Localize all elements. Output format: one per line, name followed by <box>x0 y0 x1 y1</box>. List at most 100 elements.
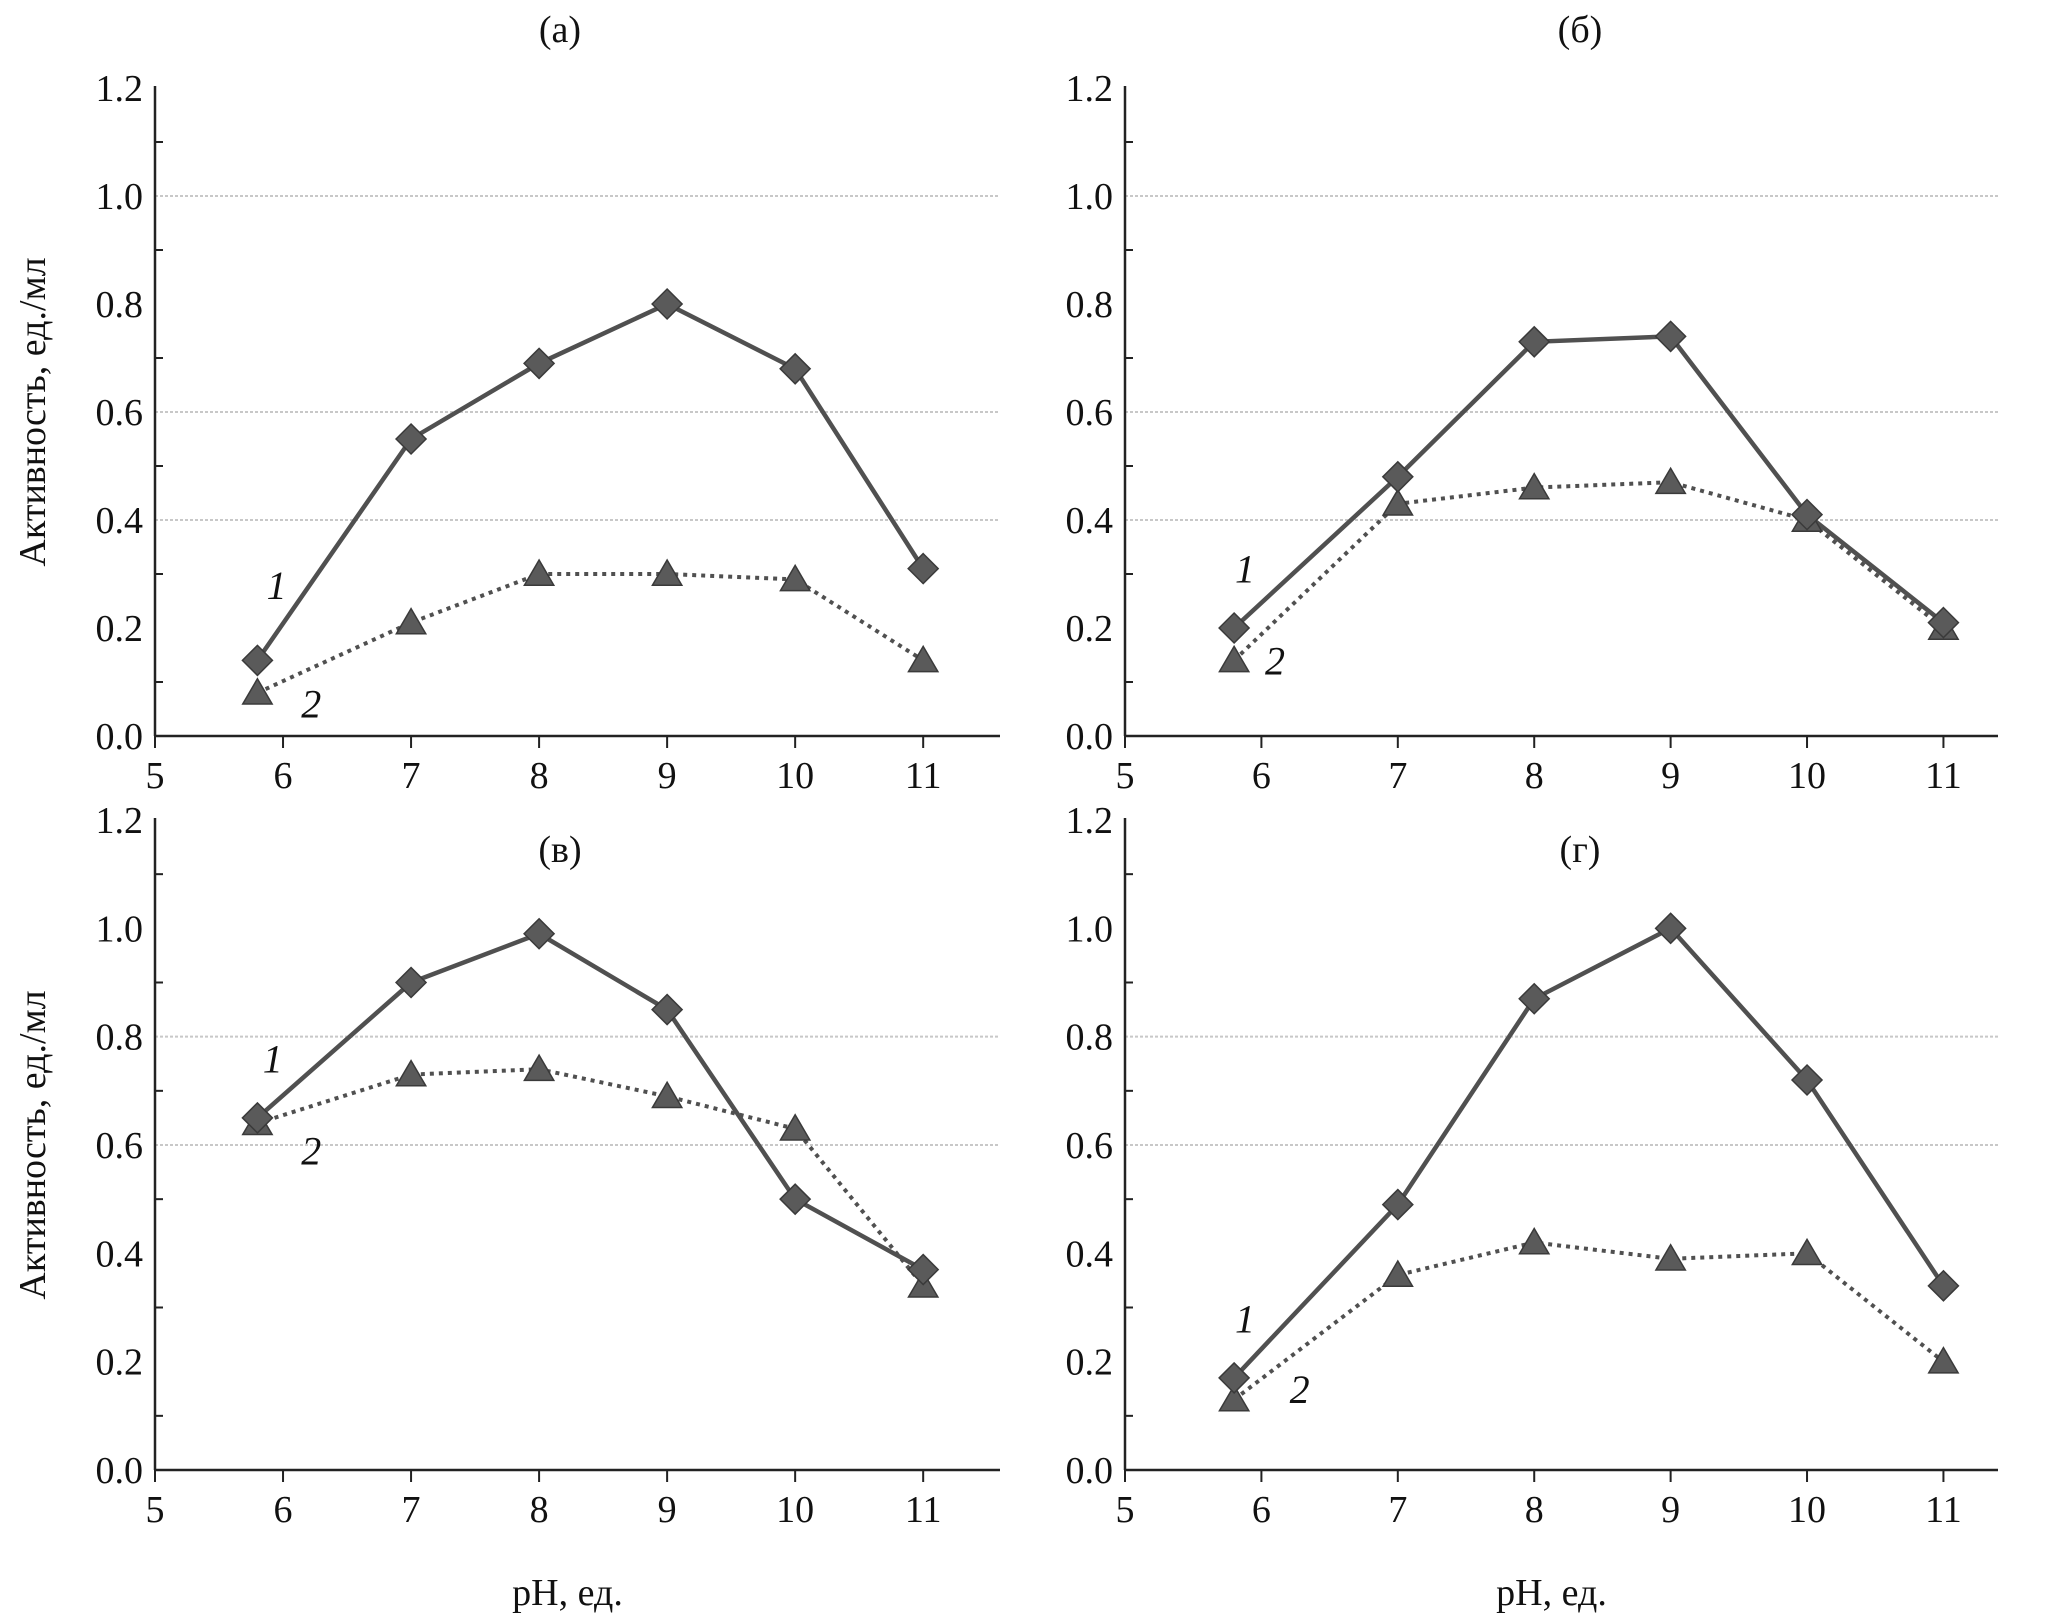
y-tick-label: 1.0 <box>1066 176 1114 218</box>
series-1-point <box>907 1253 940 1286</box>
x-tick-label: 5 <box>1116 1489 1135 1531</box>
series-1-line <box>255 301 926 662</box>
y-tick-label: 0.4 <box>96 1233 144 1275</box>
series-1-point <box>1518 325 1551 358</box>
panel-g: 0.0 0.2 0.4 0.6 0.8 1.0 1.2 5 6 7 8 9 10 11 (г) pH, ед.… <box>1066 800 1998 1614</box>
y-tick-label: 0.0 <box>96 716 144 758</box>
series-2-point <box>1791 1237 1824 1266</box>
y-tick-label: 0.4 <box>1066 1233 1114 1275</box>
series-2-point <box>1218 644 1251 673</box>
series-1-point <box>1381 460 1414 493</box>
series-1-point <box>241 644 274 677</box>
y-axis-title: Активность, ед./мл <box>12 990 54 1299</box>
curve-label-1: 1 <box>1235 1296 1255 1341</box>
series-2-point <box>1518 472 1551 500</box>
y-tick-label: 0.0 <box>1066 1450 1114 1492</box>
series-1-point <box>1927 606 1960 639</box>
x-tick-label: 7 <box>1388 1489 1407 1531</box>
series-1-point <box>1381 1188 1414 1221</box>
x-axis-title: pH, ед. <box>512 1572 623 1614</box>
x-tick-label: 11 <box>905 1489 942 1531</box>
y-tick-label: 0.8 <box>1066 284 1114 326</box>
curve-label-1: 1 <box>267 563 287 608</box>
x-tick-label: 5 <box>146 1489 165 1531</box>
y-tick-label: 0.2 <box>1066 608 1114 650</box>
series-2-point <box>241 677 274 705</box>
series-1-point <box>394 422 428 456</box>
series-1-point <box>1927 1269 1960 1302</box>
panel-title: (г) <box>1560 829 1601 871</box>
series-1-point <box>651 993 684 1026</box>
panel-title: (в) <box>538 829 581 871</box>
y-tick-label: 0.6 <box>1066 1125 1114 1167</box>
y-tick-label: 0.2 <box>96 608 144 650</box>
x-tick-label: 7 <box>402 755 421 797</box>
x-tick-label: 10 <box>1788 1489 1826 1531</box>
y-tick-label: 0.8 <box>96 1017 144 1059</box>
series-1-point <box>651 287 684 321</box>
y-tick-label: 0.8 <box>96 284 144 326</box>
series-2-point <box>1381 1259 1414 1287</box>
panel-b: 0.0 0.2 0.4 0.6 0.8 1.0 1.2 5 6 7 8 9 10 11 (б) 1 2 <box>1066 9 1998 797</box>
y-tick-label: 1.0 <box>96 908 144 950</box>
series-2-point <box>395 607 428 635</box>
curve-label-1: 1 <box>1235 547 1255 592</box>
series-2-point <box>395 1059 428 1087</box>
series-1-point <box>779 1183 812 1216</box>
panel-v: 0.0 0.2 0.4 0.6 0.8 1.0 1.2 5 6 7 8 9 10 11 (в) Активно… <box>12 800 1000 1614</box>
series-2-line <box>1232 1240 1945 1402</box>
x-tick-label: 10 <box>776 1489 814 1531</box>
x-tick-label: 5 <box>146 755 165 797</box>
series-2-point <box>779 563 812 592</box>
series-2-point <box>1927 1346 1960 1374</box>
x-tick-label: 6 <box>1252 1489 1271 1531</box>
y-tick-label: 0.4 <box>1066 500 1114 542</box>
y-axis-title: Активность, ед./мл <box>12 257 54 566</box>
series-2-point <box>779 1113 812 1141</box>
y-tick-label: 0.4 <box>96 500 144 542</box>
y-tick-label: 1.0 <box>1066 908 1114 950</box>
series-1-point <box>779 352 812 385</box>
x-tick-label: 10 <box>776 755 814 797</box>
curve-label-2: 2 <box>301 1128 321 1173</box>
series-2-point <box>651 558 684 586</box>
series-1-point <box>394 966 428 999</box>
curve-label-2: 2 <box>1265 638 1285 683</box>
y-tick-label: 0.0 <box>1066 716 1114 758</box>
y-tick-label: 1.2 <box>96 800 144 842</box>
series-1-point <box>1790 1063 1824 1097</box>
series-1-point <box>1654 320 1687 353</box>
panel-a: 0.0 0.2 0.4 0.6 0.8 1.0 1.2 5 6 7 8 9 10 11 (а) Активно… <box>12 9 1000 797</box>
y-tick-label: 0.2 <box>1066 1342 1114 1384</box>
x-tick-label: 9 <box>1661 1489 1680 1531</box>
y-tick-label: 1.0 <box>96 176 144 218</box>
series-2-line <box>1232 480 1945 662</box>
series-1-point <box>1790 498 1824 531</box>
series-2-point <box>1381 488 1414 516</box>
x-tick-label: 6 <box>274 1489 293 1531</box>
x-tick-label: 11 <box>1925 755 1962 797</box>
x-tick-label: 7 <box>402 1489 421 1531</box>
series-1-line <box>255 931 925 1272</box>
y-tick-label: 0.6 <box>1066 392 1114 434</box>
series-1-point <box>1654 912 1687 945</box>
series-1-point <box>907 552 940 585</box>
y-tick-label: 1.2 <box>1066 800 1114 842</box>
curve-label-1: 1 <box>263 1036 283 1081</box>
series-2-point <box>1518 1227 1551 1255</box>
series-2-point <box>907 644 940 673</box>
series-1-point <box>1218 611 1251 645</box>
series-2-point <box>523 1053 556 1082</box>
series-2-point <box>1218 1384 1251 1412</box>
x-tick-label: 8 <box>1525 755 1544 797</box>
x-tick-label: 9 <box>658 755 677 797</box>
curve-label-2: 2 <box>1290 1367 1310 1412</box>
series-1-point <box>1518 982 1551 1015</box>
panel-title: (а) <box>539 9 581 51</box>
series-1-line <box>1232 334 1945 630</box>
series-2-point <box>1654 466 1687 495</box>
x-tick-label: 6 <box>274 755 293 797</box>
y-tick-label: 0.2 <box>96 1342 144 1384</box>
x-tick-label: 7 <box>1388 755 1407 797</box>
